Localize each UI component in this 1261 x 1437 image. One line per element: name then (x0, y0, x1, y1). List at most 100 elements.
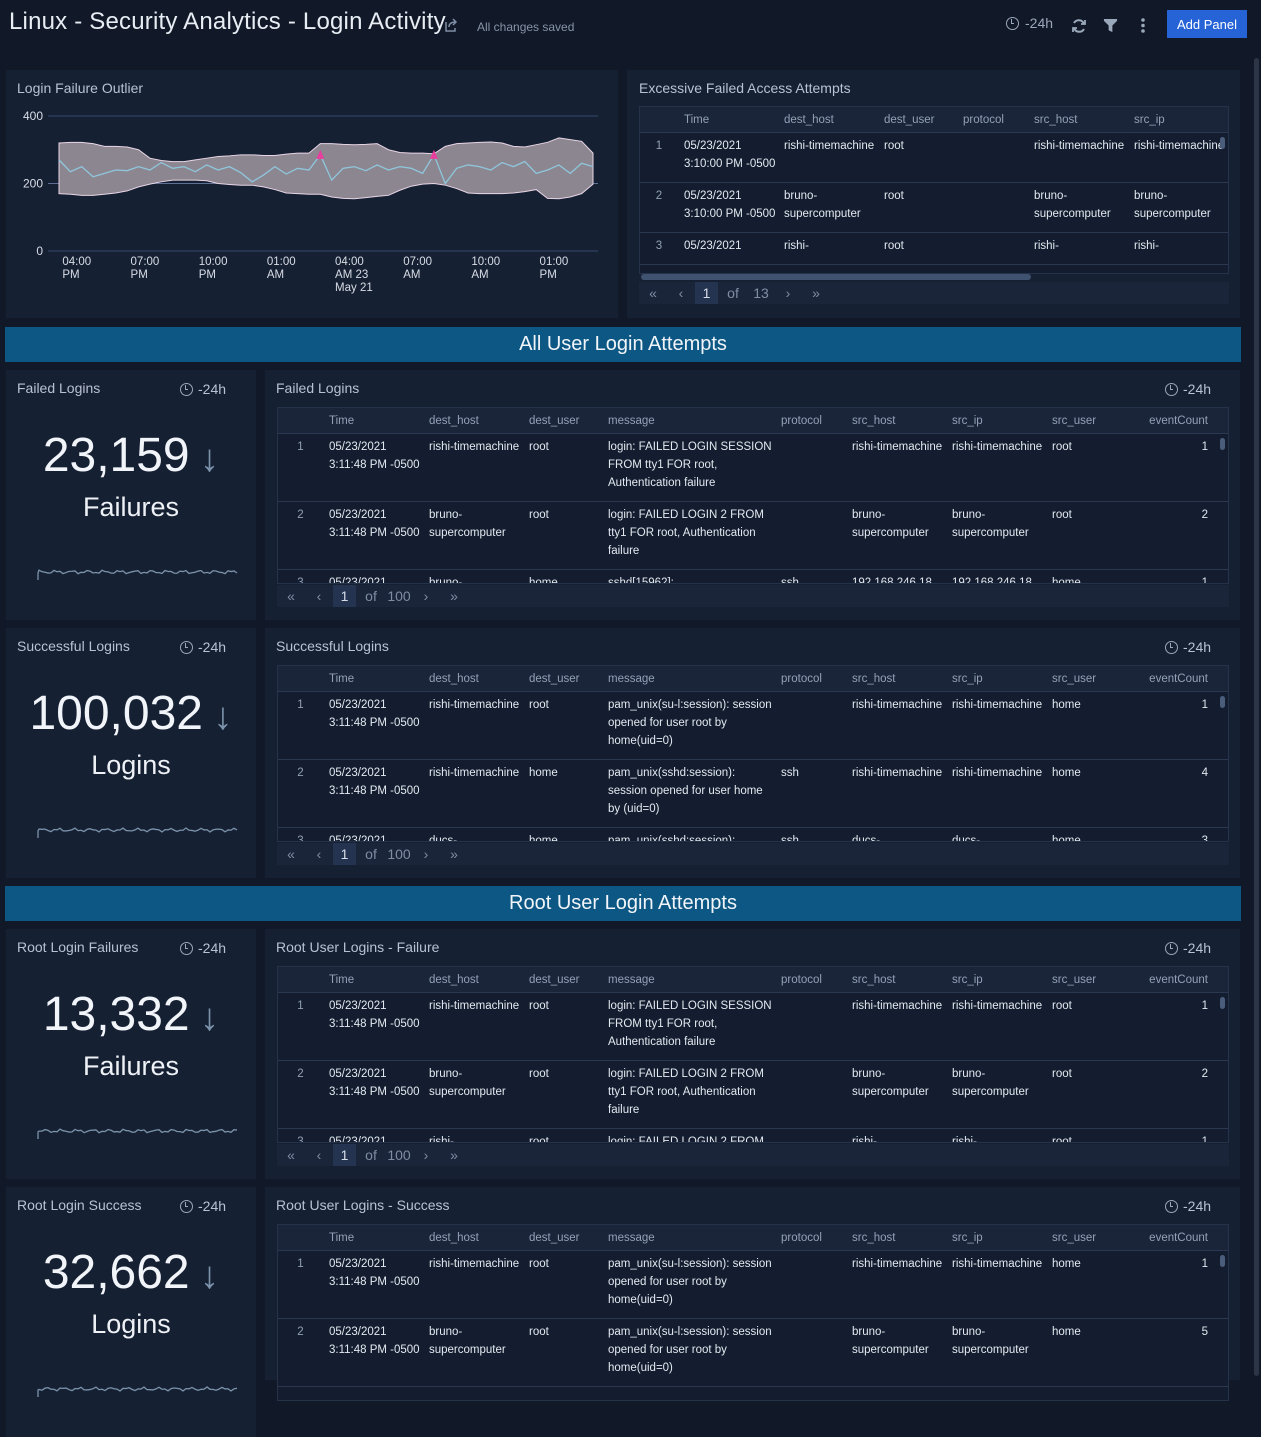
column-header[interactable]: message (602, 415, 775, 427)
column-header[interactable]: src_host (846, 673, 946, 685)
column-header[interactable]: message (602, 1232, 775, 1244)
column-header[interactable]: src_user (1046, 415, 1126, 427)
first-page-icon[interactable]: « (277, 588, 305, 604)
column-header[interactable]: src_host (846, 415, 946, 427)
time-range-button[interactable]: -24h (1006, 15, 1053, 31)
next-page-icon[interactable]: › (412, 1147, 440, 1163)
page-scrollbar[interactable] (1254, 58, 1259, 1376)
next-page-icon[interactable]: › (412, 846, 440, 862)
current-page[interactable]: 1 (695, 282, 718, 304)
column-header[interactable]: dest_user (523, 974, 602, 986)
column-header[interactable]: Time (323, 673, 423, 685)
vertical-scrollbar[interactable] (1220, 438, 1225, 450)
first-page-icon[interactable]: « (277, 846, 305, 862)
column-header[interactable]: src_ip (946, 974, 1046, 986)
column-header[interactable]: protocol (775, 673, 846, 685)
column-header[interactable]: protocol (775, 1232, 846, 1244)
column-header[interactable]: protocol (957, 114, 1028, 126)
panel-time-range[interactable]: -24h (1165, 1198, 1211, 1214)
column-header[interactable]: dest_user (523, 1232, 602, 1244)
column-header[interactable]: dest_host (778, 114, 878, 126)
filter-icon[interactable] (1103, 18, 1118, 33)
first-page-icon[interactable]: « (277, 1147, 305, 1163)
column-header[interactable]: dest_host (423, 673, 523, 685)
column-header[interactable]: dest_host (423, 1232, 523, 1244)
column-header[interactable]: Time (323, 974, 423, 986)
column-header[interactable]: src_host (846, 974, 946, 986)
column-header[interactable]: src_ip (946, 415, 1046, 427)
column-header[interactable]: dest_user (523, 415, 602, 427)
panel-time-range[interactable]: -24h (180, 1198, 226, 1214)
column-header[interactable]: src_host (1028, 114, 1128, 126)
vertical-scrollbar[interactable] (1220, 997, 1225, 1009)
column-header[interactable]: src_ip (946, 1232, 1046, 1244)
column-header[interactable]: src_host (846, 1232, 946, 1244)
next-page-icon[interactable]: › (774, 285, 802, 301)
last-page-icon[interactable]: » (440, 846, 468, 862)
last-page-icon[interactable]: » (440, 588, 468, 604)
panel-time-range[interactable]: -24h (180, 940, 226, 956)
prev-page-icon[interactable]: ‹ (667, 285, 695, 301)
column-header[interactable]: message (602, 974, 775, 986)
column-header[interactable]: Time (323, 1232, 423, 1244)
column-header[interactable]: Time (323, 415, 423, 427)
next-page-icon[interactable]: › (412, 588, 440, 604)
last-page-icon[interactable]: » (440, 1147, 468, 1163)
panel-time-range[interactable]: -24h (180, 381, 226, 397)
vertical-scrollbar[interactable] (1220, 696, 1225, 708)
column-header[interactable]: eventCount (1126, 673, 1218, 685)
column-header[interactable]: message (602, 673, 775, 685)
column-header[interactable]: eventCount (1126, 974, 1218, 986)
column-header[interactable]: src_user (1046, 673, 1126, 685)
last-page-icon[interactable]: » (802, 285, 830, 301)
column-header[interactable]: dest_user (523, 673, 602, 685)
column-header[interactable]: dest_host (423, 415, 523, 427)
current-page[interactable]: 1 (333, 585, 356, 607)
column-header[interactable]: eventCount (1126, 1232, 1218, 1244)
prev-page-icon[interactable]: ‹ (305, 588, 333, 604)
panel-time-range[interactable]: -24h (1165, 639, 1211, 655)
table-cell: home (1046, 696, 1126, 750)
more-vert-icon[interactable] (1139, 17, 1147, 34)
panel-time-range[interactable]: -24h (180, 639, 226, 655)
column-header[interactable]: dest_user (878, 114, 957, 126)
column-header[interactable]: protocol (775, 415, 846, 427)
horizontal-scrollbar[interactable] (641, 274, 1031, 280)
vertical-scrollbar[interactable] (1220, 137, 1225, 149)
vertical-scrollbar[interactable] (1220, 1255, 1225, 1267)
current-page[interactable]: 1 (333, 1144, 356, 1166)
first-page-icon[interactable]: « (639, 285, 667, 301)
column-header[interactable]: eventCount (1126, 415, 1218, 427)
panel-time-range[interactable]: -24h (1165, 940, 1211, 956)
column-header[interactable]: dest_host (423, 974, 523, 986)
panel-time-range[interactable]: -24h (1165, 381, 1211, 397)
current-page[interactable]: 1 (333, 843, 356, 865)
share-icon[interactable] (443, 17, 459, 33)
table-cell: 192.168.246.18 (846, 574, 946, 583)
add-panel-button[interactable]: Add Panel (1167, 10, 1247, 38)
refresh-icon[interactable] (1071, 18, 1087, 34)
prev-page-icon[interactable]: ‹ (305, 846, 333, 862)
column-header[interactable]: src_ip (946, 673, 1046, 685)
column-header[interactable]: src_user (1046, 974, 1126, 986)
prev-page-icon[interactable]: ‹ (305, 1147, 333, 1163)
column-header[interactable]: Time (678, 114, 778, 126)
column-header[interactable]: src_user (1046, 1232, 1126, 1244)
column-header[interactable]: src_ip (1128, 114, 1228, 126)
column-header[interactable]: protocol (775, 974, 846, 986)
